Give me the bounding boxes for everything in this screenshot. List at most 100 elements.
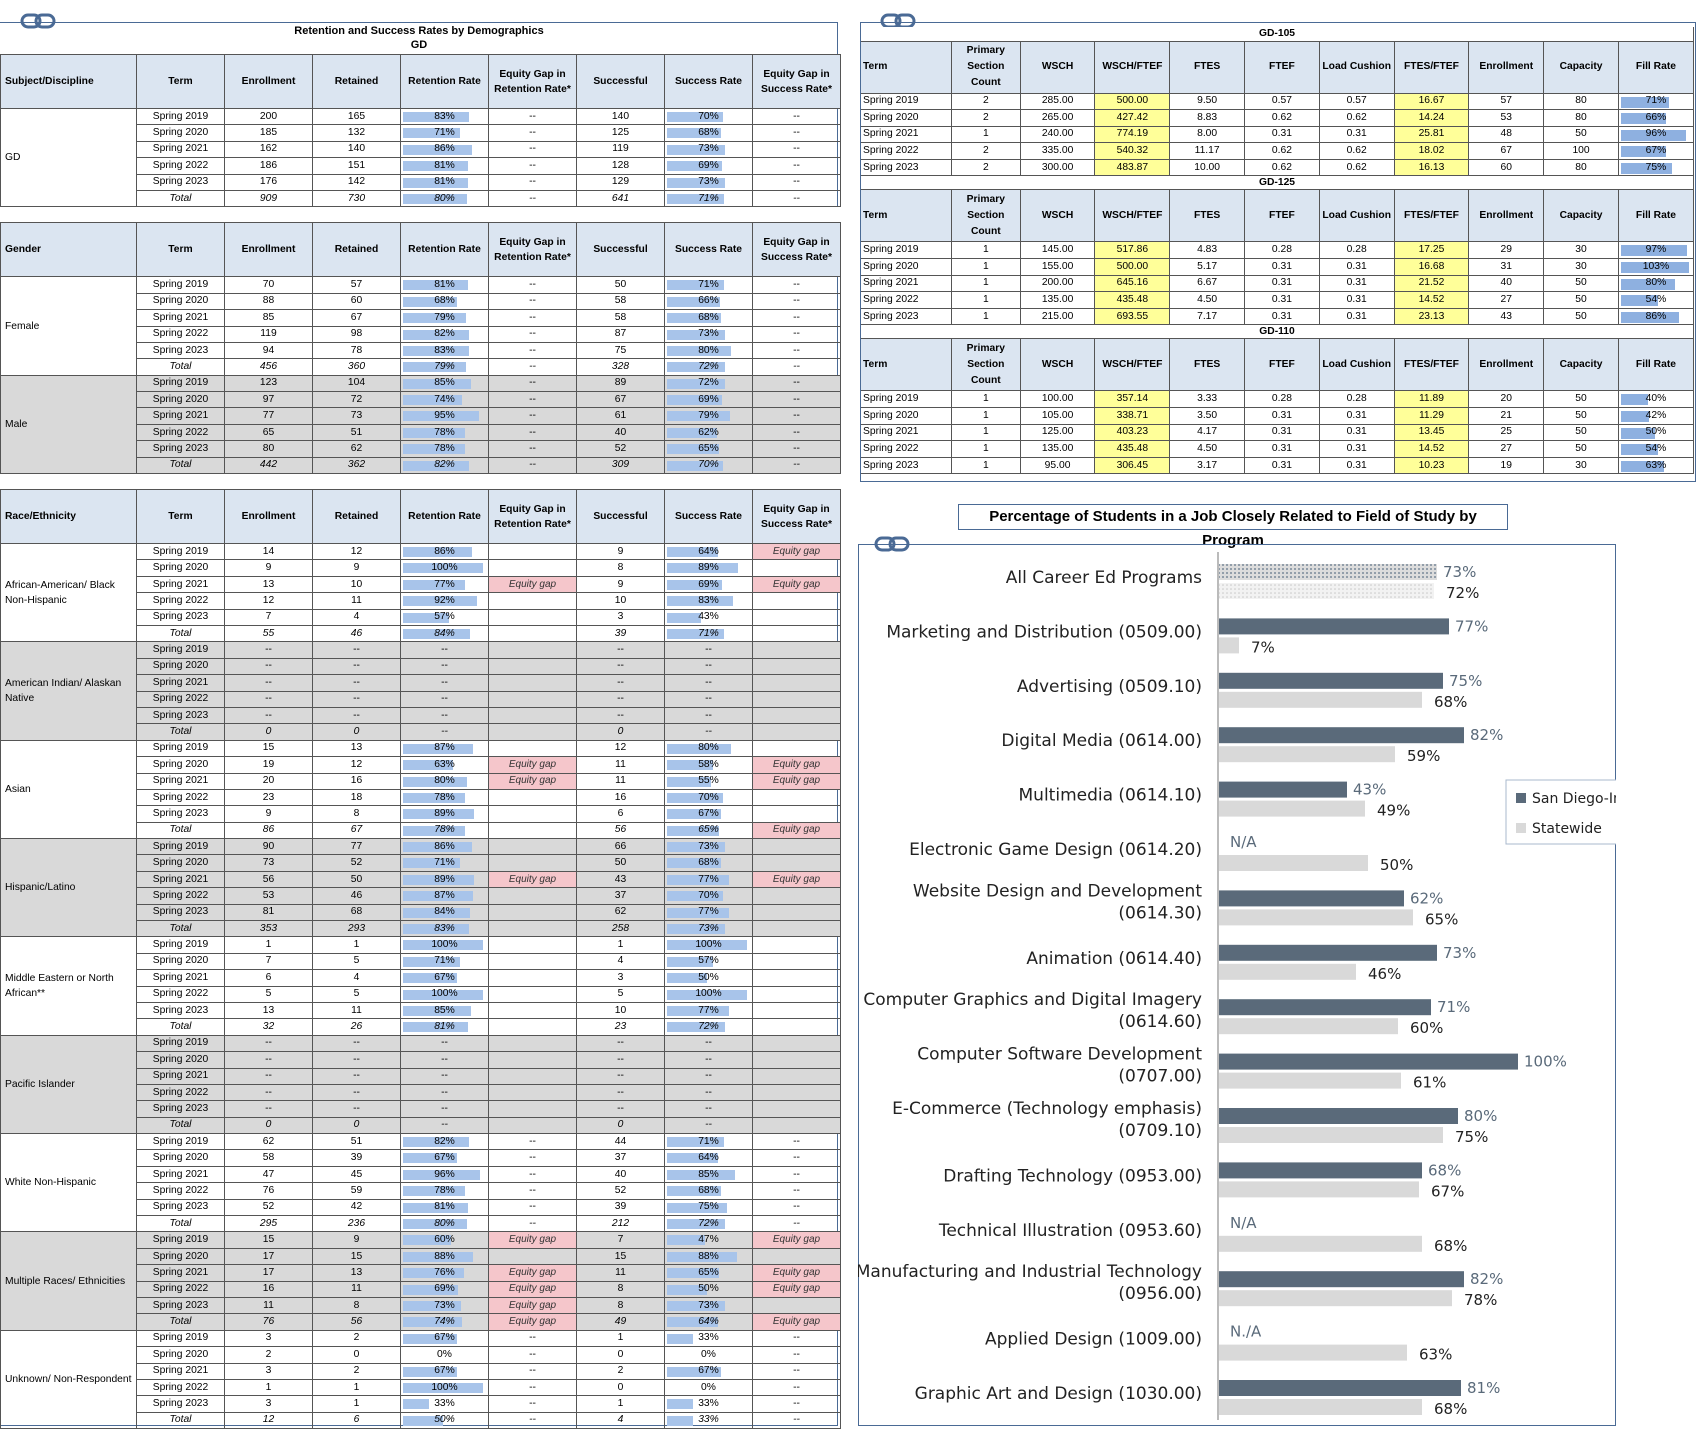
rate-value: 0%: [701, 1348, 716, 1360]
table-cell: 16: [576, 788, 665, 807]
table-cell: --: [488, 1149, 577, 1167]
group-label: American Indian/ Alaskan Native: [0, 641, 137, 741]
rate-cell: 62%: [664, 423, 753, 442]
table-cell: Spring 2019: [136, 276, 225, 294]
series-bar-statewide: [1218, 1018, 1398, 1035]
spacer-row: [0, 473, 841, 491]
rate-bar: [667, 1333, 694, 1344]
fill-rate-value: 67%: [1645, 145, 1667, 157]
table-row: Spring 2020 97 72 74% -- 67 69% --: [1, 391, 841, 409]
table-cell: 50: [1543, 407, 1619, 425]
table-cell: --: [312, 674, 401, 692]
rate-value: 100%: [695, 988, 722, 1000]
table-cell: 14: [224, 543, 313, 561]
table-cell: --: [312, 1083, 401, 1102]
table-cell: 0.28: [1318, 241, 1395, 260]
column-header: WSCH: [1019, 338, 1096, 392]
table-cell: 50: [576, 854, 665, 872]
table-cell: 76: [224, 1313, 313, 1331]
rate-value: --: [705, 644, 712, 656]
category-label: Computer Software Development: [917, 1045, 1202, 1065]
table-row: Male Spring 2019 123 104 85% -- 89 72% --: [0, 374, 841, 475]
column-header: Capacity: [1543, 189, 1619, 243]
table-cell: 645.16: [1094, 274, 1171, 293]
table-cell: Spring 2021: [136, 772, 225, 790]
table-cell: 0.28: [1318, 390, 1395, 409]
table-cell: 73: [312, 407, 401, 425]
rate-value: 81%: [434, 176, 455, 188]
rate-value: 80%: [698, 344, 719, 356]
fill-rate-bar: [1620, 245, 1687, 257]
table-cell: [488, 1247, 577, 1266]
table-cell: 1: [950, 291, 1021, 309]
data-label: 60%: [1410, 1019, 1443, 1037]
table-cell: 265.00: [1019, 109, 1096, 127]
table-cell: 10: [576, 1001, 665, 1020]
table-cell: 11: [576, 756, 665, 774]
rate-bar: [403, 792, 466, 803]
column-header: FTES/FTEF: [1393, 189, 1470, 243]
rate-cell: 82%: [400, 456, 489, 475]
table-cell: 1: [950, 258, 1021, 276]
table-row: Spring 2022 186 151 81% -- 128 69% --: [1, 157, 841, 175]
table-cell: 11: [312, 1001, 401, 1020]
table-cell: --: [312, 657, 401, 676]
rate-value: 69%: [434, 1283, 455, 1295]
rate-bar: [403, 579, 465, 590]
table-row: Spring 2022 16 11 69% Equity gap 8 50% Equity g…: [1, 1280, 841, 1299]
fill-rate-bar: [1620, 411, 1650, 423]
table-cell: [488, 592, 577, 610]
rate-value: --: [441, 660, 448, 672]
column-header: Equity Gap in Retention Rate*: [488, 222, 577, 278]
column-header: Enrollment: [224, 54, 313, 109]
table-cell: 1: [950, 390, 1021, 409]
table-cell: 0: [576, 1346, 665, 1364]
table-cell: 67: [312, 821, 401, 840]
rate-cell: 66%: [664, 292, 753, 311]
table-row: Spring 2023 1 95.00 306.45 3.17 0.31 0.31 10.23…: [860, 456, 1695, 475]
table-row: Unknown/ Non-Respondent Spring 2019 3 2 67% -…: [0, 1329, 841, 1430]
rate-value: 81%: [434, 1201, 455, 1213]
table-cell: 540.32: [1094, 142, 1171, 160]
rate-bar: [667, 193, 724, 204]
rate-cell: 80%: [664, 739, 753, 758]
table-cell: [752, 608, 841, 626]
table-row: GD Spring 2019 200 165 83% -- 140 70% --: [0, 107, 841, 208]
rate-value: 75%: [698, 1201, 719, 1213]
table-cell: 0.31: [1318, 307, 1395, 326]
table-cell: 360: [312, 358, 401, 376]
table-cell: 0.57: [1318, 92, 1395, 111]
table-cell: 328: [576, 358, 665, 376]
rate-cell: 78%: [400, 423, 489, 442]
table-cell: 0.31: [1244, 125, 1320, 144]
table-cell: --: [488, 341, 577, 360]
rate-value: 65%: [698, 442, 719, 454]
rate-bar: [667, 460, 723, 471]
table-cell: [488, 624, 577, 643]
table-cell: [488, 788, 577, 807]
series-bar-statewide: [1218, 746, 1395, 763]
rate-value: 92%: [434, 594, 455, 606]
category-label: Computer Graphics and Digital Imagery: [863, 990, 1202, 1010]
table-cell: 30: [1543, 258, 1619, 276]
table-cell: 52: [576, 1182, 665, 1200]
rate-bar: [667, 395, 723, 406]
rate-value: --: [705, 1086, 712, 1098]
table-cell: 442: [224, 456, 313, 475]
rate-value: 73%: [434, 1299, 455, 1311]
rate-bar: [403, 891, 473, 902]
table-cell: --: [752, 341, 841, 360]
rate-bar: [403, 596, 477, 607]
table-row: Spring 2022 2 335.00 540.32 11.17 0.62 0.62 18.…: [860, 142, 1695, 160]
table-cell: 98: [312, 325, 401, 343]
table-cell: 500.00: [1094, 92, 1171, 111]
table-cell: Spring 2021: [136, 674, 225, 692]
table-cell: Total: [136, 920, 225, 938]
table-cell: 0.62: [1244, 142, 1320, 160]
rate-bar: [667, 825, 719, 836]
section-header: Race/Ethnicity: [0, 489, 137, 545]
table-cell: Spring 2022: [136, 423, 225, 442]
table-cell: Spring 2019: [860, 390, 952, 409]
rate-bar: [667, 161, 723, 172]
table-cell: 3: [576, 969, 665, 987]
